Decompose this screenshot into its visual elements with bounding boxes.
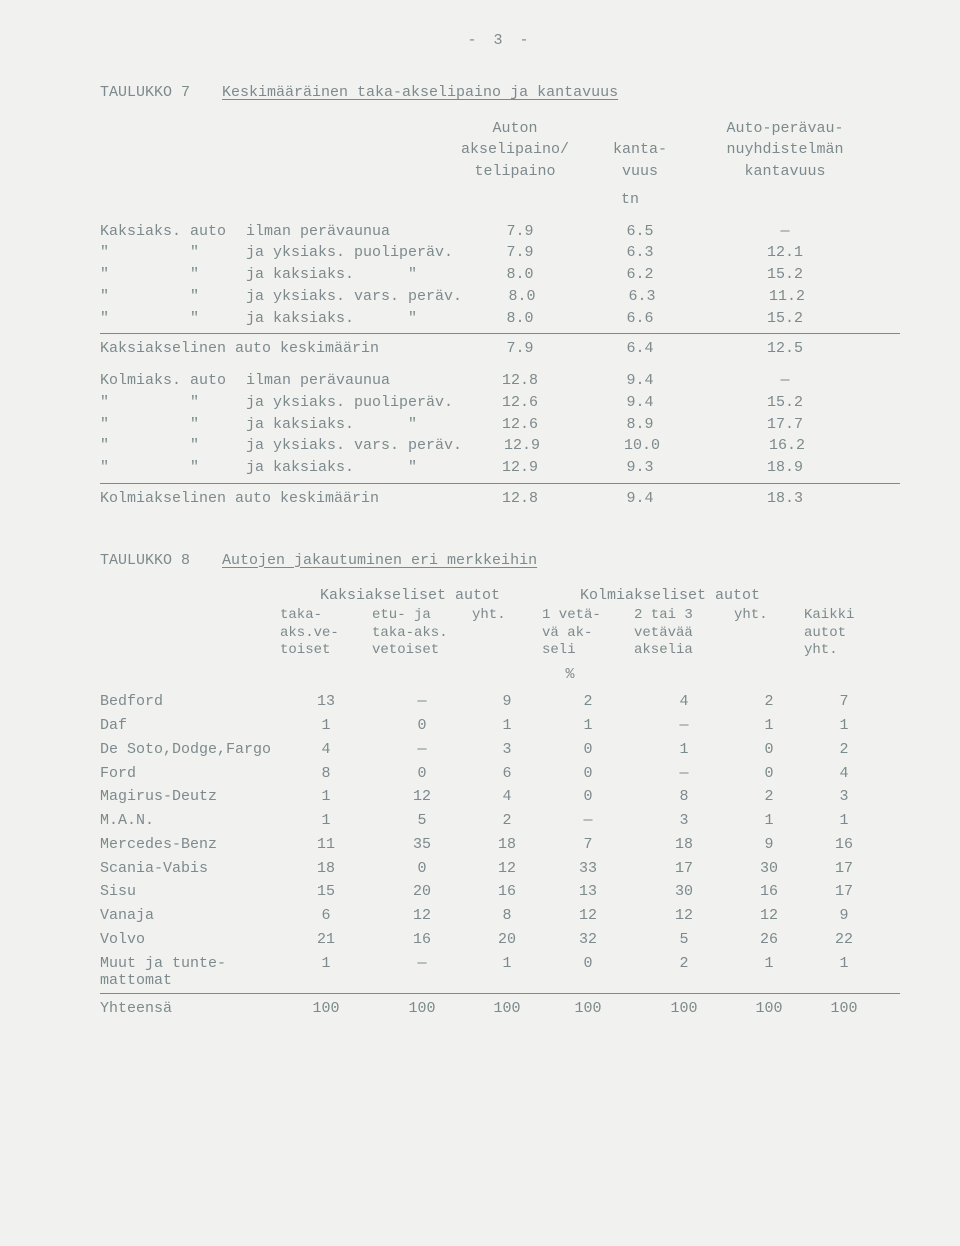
table-row: Sisu15201613301617	[100, 881, 900, 903]
table-row: ""ja kaksiaks. "12.68.917.7	[100, 414, 900, 436]
t7-col2-header: kanta- vuus	[580, 118, 700, 183]
table-row: Volvo2116203252622	[100, 929, 900, 951]
table-row: ""ja kaksiaks. "8.06.615.2	[100, 308, 900, 330]
t8-group2: Kolmiakseliset autot	[540, 585, 800, 607]
table-row: Ford8060—04	[100, 763, 900, 785]
t8-rows: Bedford13—92427Daf1011—11De Soto,Dodge,F…	[100, 691, 900, 989]
t8-col-b: etu- ja taka-aks. vetoiset	[372, 607, 472, 660]
divider	[100, 483, 900, 484]
t8-col-d: 1 vetä- vä ak- seli	[542, 607, 634, 660]
t8-col-g: Kaikki autot yht.	[804, 607, 884, 660]
table-row: ""ja yksiaks. vars. peräv.8.06.311.2	[100, 286, 900, 308]
table-row: Bedford13—92427	[100, 691, 900, 713]
table-row: ""ja yksiaks. puoliperäv.12.69.415.2	[100, 392, 900, 414]
table-row: Kaksiaks.autoilman perävaunua7.96.5—	[100, 221, 900, 243]
t8-pct: %	[540, 664, 600, 686]
t8-col-e: 2 tai 3 vetävää akselia	[634, 607, 734, 660]
t7-section-b: Kolmiaks.autoilman perävaunua12.89.4—""j…	[100, 370, 900, 479]
t8-col-c: yht.	[472, 607, 542, 625]
table-7-caption: TAULUKKO 7 Keskimääräinen taka-akselipai…	[100, 82, 900, 104]
t8-group1: Kaksiakseliset autot	[280, 585, 540, 607]
table-row: ""ja yksiaks. puoliperäv.7.96.312.1	[100, 242, 900, 264]
t7-summary-a: Kaksiakselinen auto keskimäärin 7.9 6.4 …	[100, 338, 900, 360]
t7-col3-header: Auto-perävau- nuyhdistelmän kantavuus	[700, 118, 870, 183]
table-row: ""ja kaksiaks. "8.06.215.2	[100, 264, 900, 286]
t7-summary-b: Kolmiakselinen auto keskimäärin 12.8 9.4…	[100, 488, 900, 510]
table-7-header: Auton akselipaino/ telipaino kanta- vuus…	[100, 118, 900, 183]
table-8-col-header: taka- aks.ve- toiset etu- ja taka-aks. v…	[100, 607, 900, 660]
table-row: Kolmiaks.autoilman perävaunua12.89.4—	[100, 370, 900, 392]
table-row: ""ja yksiaks. vars. peräv.12.910.016.2	[100, 435, 900, 457]
table-row: Magirus-Deutz11240823	[100, 786, 900, 808]
divider	[100, 333, 900, 334]
table-7: TAULUKKO 7 Keskimääräinen taka-akselipai…	[100, 82, 900, 510]
table-row: Muut ja tunte- mattomat1—10211	[100, 953, 900, 990]
t7-unit: tn	[570, 189, 690, 211]
table-8: TAULUKKO 8 Autojen jakautuminen eri merk…	[100, 550, 900, 1020]
page-number: - 3 -	[100, 30, 900, 52]
table-8-group-header: Kaksiakseliset autot Kolmiakseliset auto…	[100, 585, 900, 607]
t7-col1-header: Auton akselipaino/ telipaino	[450, 118, 580, 183]
t8-total-row: Yhteensä 100 100 100 100 100 100 100	[100, 998, 900, 1020]
table-row: De Soto,Dodge,Fargo4—30102	[100, 739, 900, 761]
table-8-label: TAULUKKO 8	[100, 550, 190, 572]
divider	[100, 993, 900, 994]
table-row: M.A.N.152—311	[100, 810, 900, 832]
table-7-label: TAULUKKO 7	[100, 82, 190, 104]
table-8-caption: TAULUKKO 8 Autojen jakautuminen eri merk…	[100, 550, 900, 572]
page: - 3 - TAULUKKO 7 Keskimääräinen taka-aks…	[0, 0, 960, 1246]
table-row: ""ja kaksiaks. "12.99.318.9	[100, 457, 900, 479]
table-7-title: Keskimääräinen taka-akselipaino ja kanta…	[222, 82, 618, 104]
table-row: Vanaja61281212129	[100, 905, 900, 927]
table-8-title: Autojen jakautuminen eri merkkeihin	[222, 550, 537, 572]
t7-section-a: Kaksiaks.autoilman perävaunua7.96.5—""ja…	[100, 221, 900, 330]
table-row: Daf1011—11	[100, 715, 900, 737]
table-row: Mercedes-Benz113518718916	[100, 834, 900, 856]
t8-col-a: taka- aks.ve- toiset	[280, 607, 372, 660]
t8-col-f: yht.	[734, 607, 804, 625]
table-row: Scania-Vabis1801233173017	[100, 858, 900, 880]
